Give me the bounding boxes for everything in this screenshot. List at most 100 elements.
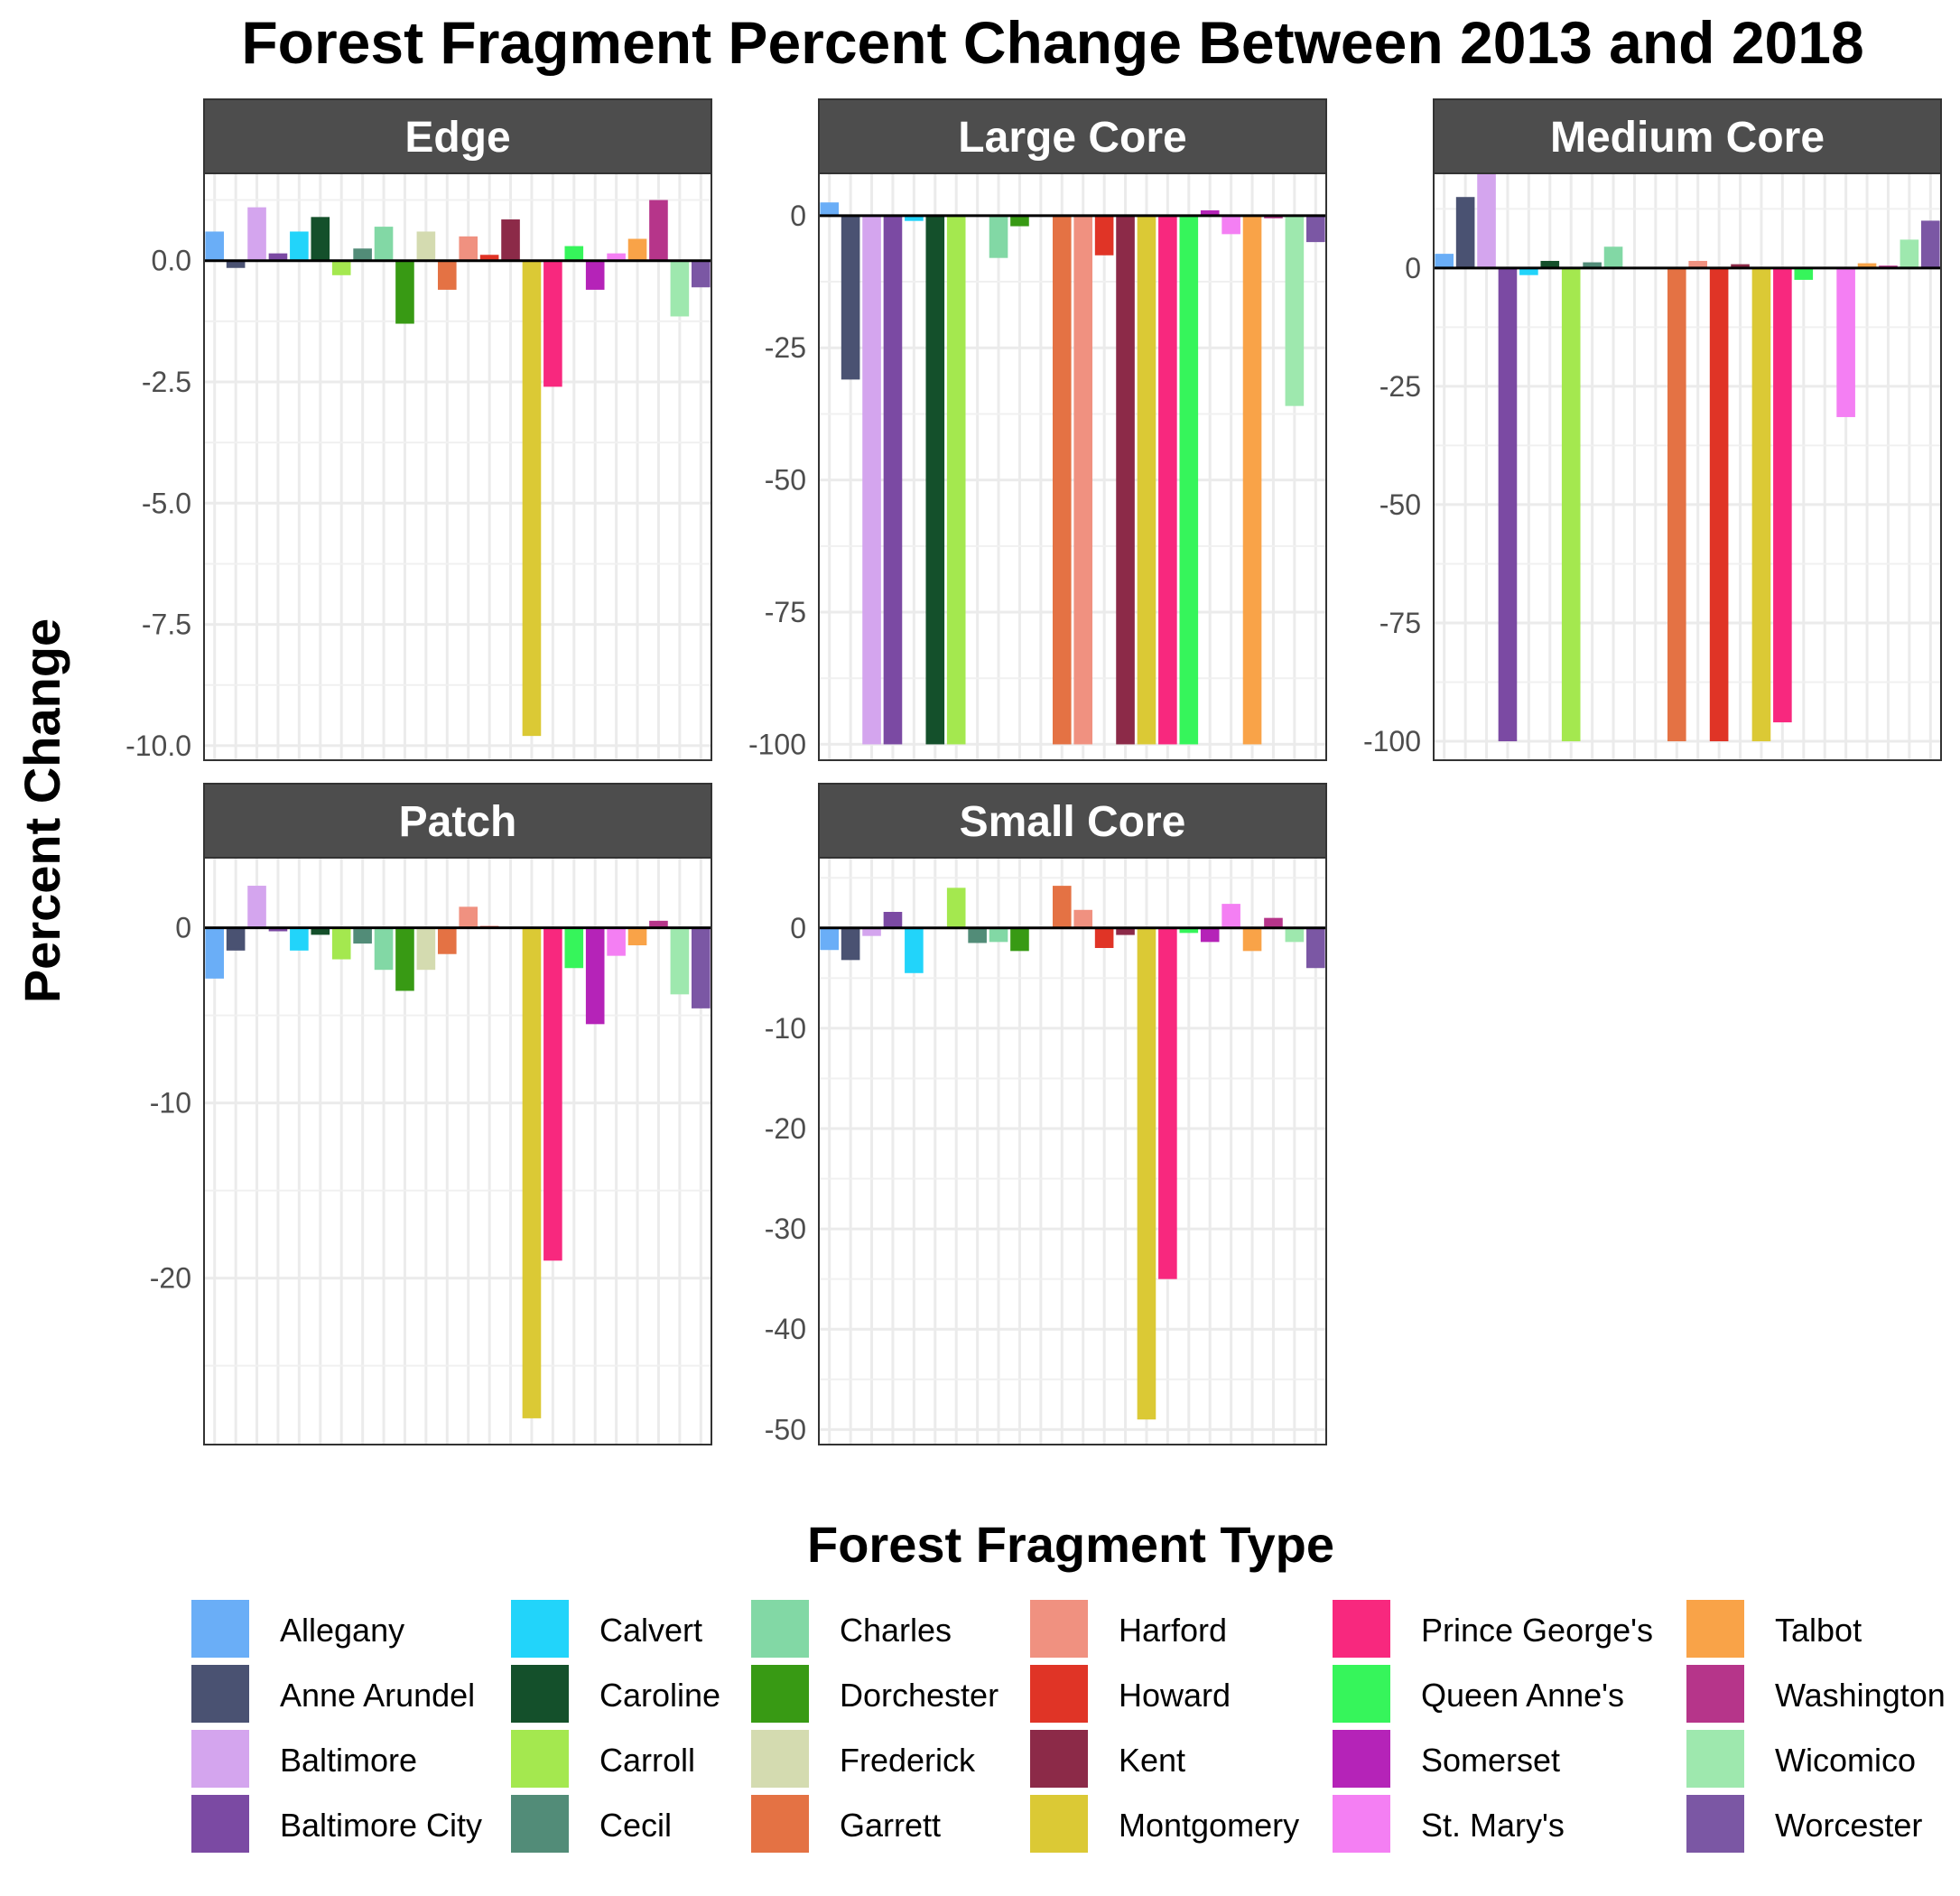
- bar-dorchester: [1010, 927, 1029, 952]
- bar-st-mary-s: [607, 253, 626, 261]
- bar-washington: [649, 920, 668, 928]
- bar-dorchester: [395, 260, 414, 324]
- bar-baltimore: [862, 215, 881, 745]
- bar-baltimore-city: [268, 253, 288, 261]
- bar-montgomery: [1137, 215, 1156, 745]
- bar-cecil: [353, 927, 372, 944]
- bar-somerset: [585, 260, 605, 290]
- legend-item-anne-arundel: Anne Arundel: [191, 1665, 475, 1723]
- bar-prince-george-s: [1158, 215, 1177, 745]
- bar-talbot: [1242, 215, 1262, 745]
- bar-howard: [1094, 215, 1114, 256]
- legend-swatch: [751, 1795, 809, 1853]
- bar-allegany: [205, 927, 225, 979]
- legend-label: Allegany: [280, 1612, 404, 1649]
- legend-item-worcester: Worcester: [1686, 1795, 1922, 1853]
- bar-somerset: [585, 927, 605, 1025]
- bar-baltimore: [862, 927, 881, 936]
- legend-item-kent: Kent: [1030, 1730, 1185, 1788]
- bar-baltimore: [247, 207, 266, 261]
- y-tick-label: -100: [748, 728, 806, 760]
- strip-small-core: [818, 783, 1327, 859]
- bar-garrett: [1667, 267, 1686, 742]
- y-tick-label: -5.0: [142, 487, 191, 519]
- legend-label: Dorchester: [840, 1677, 999, 1714]
- bar-st-mary-s: [1836, 267, 1855, 417]
- bar-montgomery: [522, 260, 542, 737]
- bar-baltimore-city: [883, 215, 903, 745]
- y-tick-label: -50: [765, 464, 806, 497]
- bar-baltimore-city: [1498, 267, 1518, 742]
- plot-background: [204, 173, 711, 760]
- bar-prince-george-s: [543, 927, 562, 1261]
- bar-kent: [1116, 215, 1135, 745]
- bar-worcester: [1920, 220, 1940, 268]
- facet-panels: Edge 0.0 -2.5 -5.0 -7.5 -10.0 Large Core 0 -25 -5…: [125, 98, 1942, 1445]
- bar-worcester: [1305, 927, 1325, 969]
- legend-swatch: [191, 1600, 249, 1658]
- y-tick-label: -10: [765, 1012, 806, 1045]
- bar-charles: [374, 227, 394, 261]
- y-tick-label: -20: [765, 1112, 806, 1145]
- strip-large-core: [818, 98, 1327, 174]
- legend-swatch: [1333, 1730, 1390, 1788]
- panel-patch: Patch 0 -10 -20: [150, 783, 712, 1445]
- legend-item-harford: Harford: [1030, 1600, 1227, 1658]
- bar-caroline: [1540, 260, 1560, 268]
- legend-swatch: [751, 1665, 809, 1723]
- bar-allegany: [820, 927, 840, 951]
- panel-medium-core: Medium Core 0 -25 -50 -75 -100: [1363, 98, 1942, 761]
- strip-label: Medium Core: [1550, 114, 1825, 162]
- bar-calvert: [905, 215, 924, 221]
- legend-swatch: [191, 1795, 249, 1853]
- bar-prince-george-s: [1158, 927, 1177, 1279]
- bar-somerset: [1200, 209, 1220, 216]
- strip-label: Edge: [404, 114, 510, 162]
- plot-background: [204, 858, 711, 1445]
- legend-item-prince-george-s: Prince George's: [1333, 1600, 1653, 1658]
- bar-harford: [1073, 909, 1093, 928]
- plot-background: [1434, 173, 1941, 760]
- legend-swatch: [1030, 1665, 1088, 1723]
- bar-garrett: [437, 260, 457, 290]
- bar-carroll: [1561, 267, 1581, 742]
- bar-harford: [1688, 260, 1708, 268]
- legend-label: Frederick: [840, 1742, 976, 1779]
- y-tick-label: -7.5: [142, 609, 191, 641]
- legend-item-baltimore-city: Baltimore City: [191, 1795, 482, 1853]
- bar-garrett: [437, 927, 457, 954]
- bar-allegany: [820, 202, 840, 216]
- legend-item-carroll: Carroll: [511, 1730, 695, 1788]
- bar-montgomery: [522, 927, 542, 1418]
- bar-howard: [1094, 927, 1114, 948]
- legend-title: Forest Fragment Type: [807, 1516, 1334, 1573]
- bar-cecil: [1583, 262, 1602, 268]
- legend-label: Somerset: [1421, 1742, 1560, 1779]
- legend-label: Queen Anne's: [1421, 1677, 1624, 1714]
- bar-wicomico: [1285, 215, 1305, 406]
- y-tick-label: -30: [765, 1213, 806, 1245]
- legend-label: Garrett: [840, 1807, 941, 1844]
- legend-swatch: [1030, 1730, 1088, 1788]
- legend-item-wicomico: Wicomico: [1686, 1730, 1916, 1788]
- legend-item-dorchester: Dorchester: [751, 1665, 999, 1723]
- legend-swatch: [1030, 1795, 1088, 1853]
- legend-swatch: [751, 1600, 809, 1658]
- legend-item-somerset: Somerset: [1333, 1730, 1560, 1788]
- bar-worcester: [691, 260, 711, 288]
- bar-dorchester: [1010, 215, 1029, 227]
- bar-garrett: [1052, 886, 1072, 928]
- bar-montgomery: [1751, 267, 1771, 742]
- bar-kent: [501, 219, 520, 261]
- bar-washington: [649, 200, 668, 261]
- legend-swatch: [751, 1730, 809, 1788]
- legend-label: St. Mary's: [1421, 1807, 1565, 1844]
- y-tick-label: 0.0: [152, 245, 191, 277]
- strip-label: Patch: [399, 798, 517, 846]
- bar-charles: [1603, 246, 1623, 268]
- bar-carroll: [331, 927, 351, 960]
- bar-carroll: [331, 260, 351, 275]
- strip-edge: [203, 98, 712, 174]
- legend-label: Anne Arundel: [280, 1677, 475, 1714]
- y-tick-label: -40: [765, 1313, 806, 1345]
